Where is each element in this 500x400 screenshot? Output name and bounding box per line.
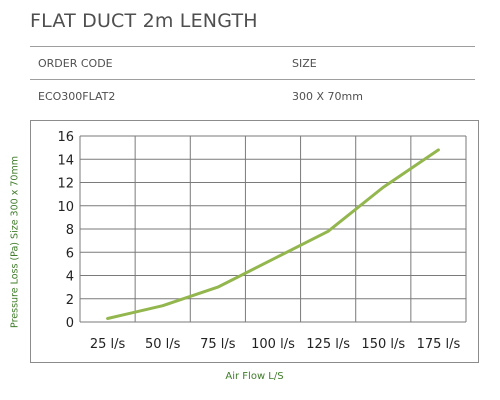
spec-table: ORDER CODE SIZE ECO300FLAT2 300 X 70mm (30, 46, 475, 112)
order-code-value: ECO300FLAT2 (38, 90, 116, 103)
y-tick-label: 12 (57, 177, 74, 192)
y-tick-label: 8 (66, 223, 74, 238)
y-tick-label: 2 (66, 293, 74, 308)
x-tick-label: 150 l/s (361, 337, 405, 352)
y-axis-label-container: Pressure Loss (Pa) Size 300 x 70mm (0, 120, 30, 363)
x-tick-label: 50 l/s (145, 337, 181, 352)
x-axis-label: Air Flow L/S (225, 371, 284, 382)
y-tick-label: 14 (57, 153, 74, 168)
table-divider (30, 46, 475, 47)
series-line (106, 148, 440, 320)
y-tick-label: 6 (66, 246, 74, 261)
y-axis-label: Pressure Loss (Pa) Size 300 x 70mm (9, 155, 21, 328)
y-tick-label: 0 (66, 316, 74, 331)
size-header: SIZE (292, 57, 317, 70)
table-divider (30, 79, 475, 80)
y-tick-label: 4 (66, 270, 74, 285)
x-tick-label: 100 l/s (251, 337, 295, 352)
x-tick-label: 25 l/s (90, 337, 126, 352)
pressure-loss-chart: 0 2 4 6 8 10 12 14 16 25 l/s 50 l/s 75 l/s 100 l/s 12… (57, 130, 467, 352)
y-tick-label: 10 (57, 200, 74, 215)
order-code-header: ORDER CODE (38, 57, 113, 70)
x-tick-label: 175 l/s (417, 337, 461, 352)
page-title: FLAT DUCT 2m LENGTH (30, 10, 258, 32)
x-tick-label: 75 l/s (200, 337, 236, 352)
x-tick-label: 125 l/s (306, 337, 350, 352)
y-tick-label: 16 (57, 130, 74, 145)
table-header-row: ORDER CODE SIZE (30, 47, 475, 79)
size-value: 300 X 70mm (292, 90, 363, 103)
table-row: ECO300FLAT2 300 X 70mm (30, 80, 475, 112)
